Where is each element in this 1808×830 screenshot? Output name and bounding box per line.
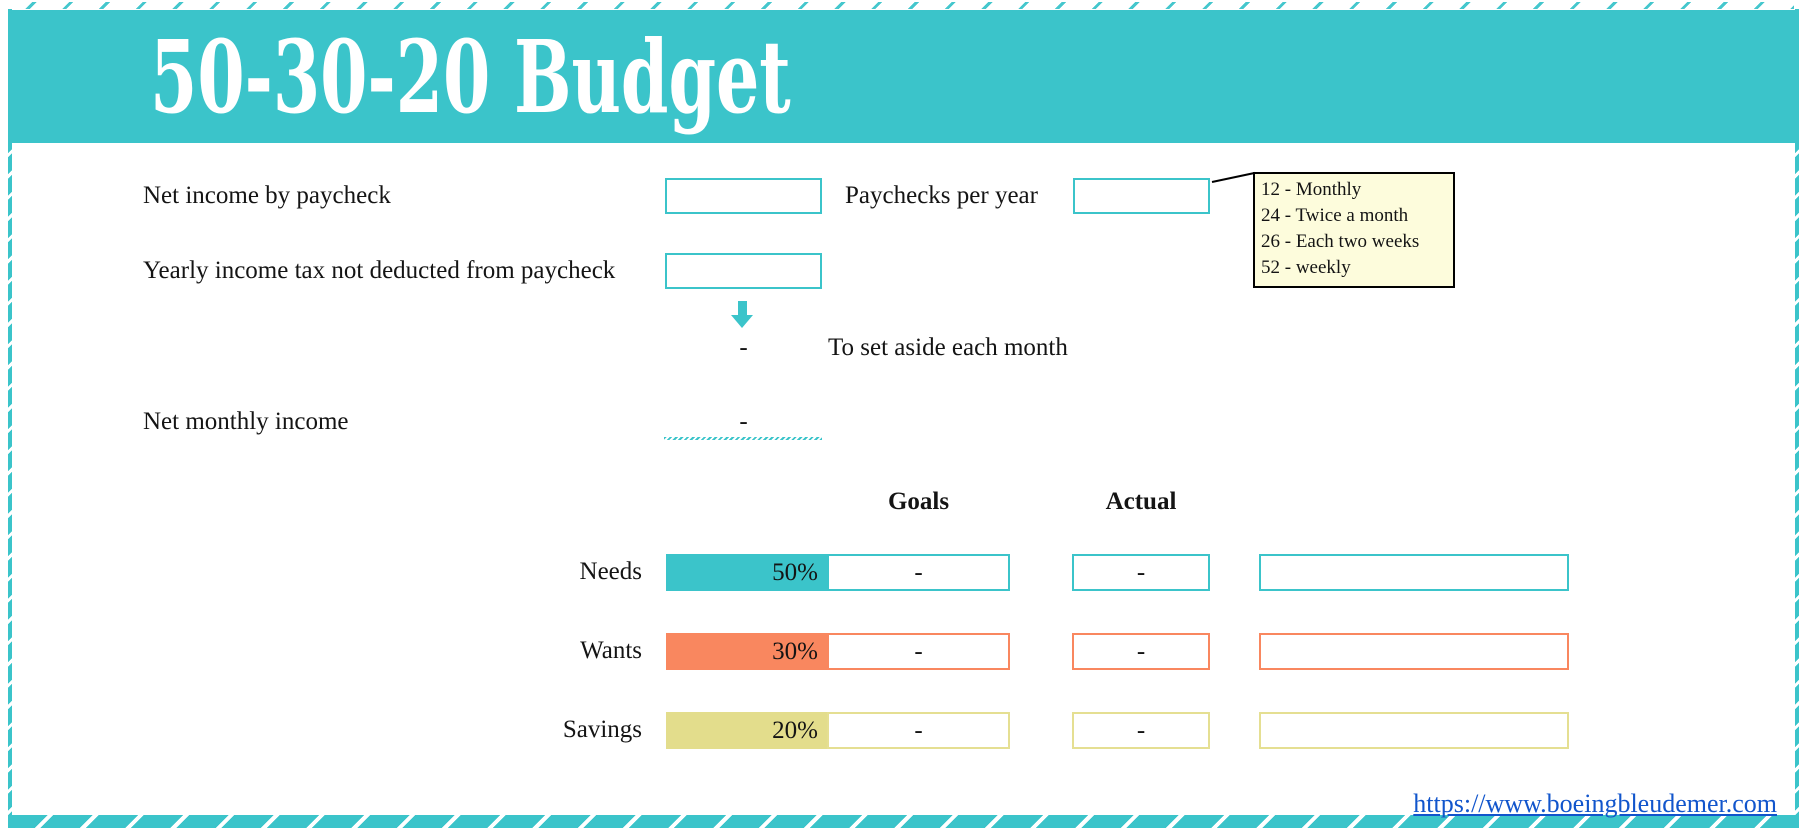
comment-line: 12 - Monthly: [1261, 179, 1362, 200]
comment-line: 26 - Each two weeks: [1261, 231, 1420, 252]
net-monthly-underline: [664, 437, 822, 440]
set-aside-value: -: [739, 334, 748, 361]
needs-goal-cell[interactable]: -: [827, 554, 1010, 591]
frame-border-left: [8, 9, 12, 816]
comment-line: 24 - Twice a month: [1261, 205, 1409, 226]
comment-note: 12 - Monthly 24 - Twice a month 26 - Eac…: [1253, 172, 1455, 288]
net-monthly-income-value: -: [739, 408, 748, 435]
down-arrow-icon: [731, 315, 753, 328]
savings-percent-cell[interactable]: 20%: [666, 712, 827, 749]
frame-border-top: [14, 2, 1794, 9]
wants-row-label: Wants: [580, 637, 642, 664]
needs-detail-cell[interactable]: [1259, 554, 1569, 591]
net-income-label: Net income by paycheck: [143, 182, 391, 209]
comment-connector-line: [1211, 171, 1256, 183]
savings-row-label: Savings: [562, 716, 642, 743]
goals-column-header: Goals: [887, 488, 950, 515]
frame-border-right: [1795, 9, 1799, 816]
net-income-cell[interactable]: [665, 178, 822, 214]
paychecks-per-year-cell[interactable]: [1073, 178, 1210, 214]
needs-actual-cell[interactable]: -: [1072, 554, 1210, 591]
set-aside-label: To set aside each month: [828, 334, 1068, 361]
wants-percent-cell[interactable]: 30%: [666, 633, 827, 670]
page-title: 50-30-20 Budget: [150, 17, 791, 136]
comment-line: 52 - weekly: [1261, 257, 1351, 278]
frame-border-bottom: [8, 815, 1799, 828]
net-monthly-income-label: Net monthly income: [143, 408, 349, 435]
wants-detail-cell[interactable]: [1259, 633, 1569, 670]
yearly-tax-cell[interactable]: [665, 253, 822, 289]
website-link[interactable]: https://www.boeingbleudemer.com: [1413, 789, 1777, 818]
wants-actual-cell[interactable]: -: [1072, 633, 1210, 670]
yearly-tax-label: Yearly income tax not deducted from payc…: [143, 257, 616, 284]
savings-goal-cell[interactable]: -: [827, 712, 1010, 749]
wants-goal-cell[interactable]: -: [827, 633, 1010, 670]
savings-actual-cell[interactable]: -: [1072, 712, 1210, 749]
needs-row-label: Needs: [579, 558, 642, 585]
needs-percent-cell[interactable]: 50%: [666, 554, 827, 591]
actual-column-header: Actual: [1105, 488, 1177, 515]
paychecks-per-year-label: Paychecks per year: [845, 182, 1038, 209]
header-banner: [8, 10, 1799, 143]
down-arrow-icon: [738, 301, 747, 315]
savings-detail-cell[interactable]: [1259, 712, 1569, 749]
